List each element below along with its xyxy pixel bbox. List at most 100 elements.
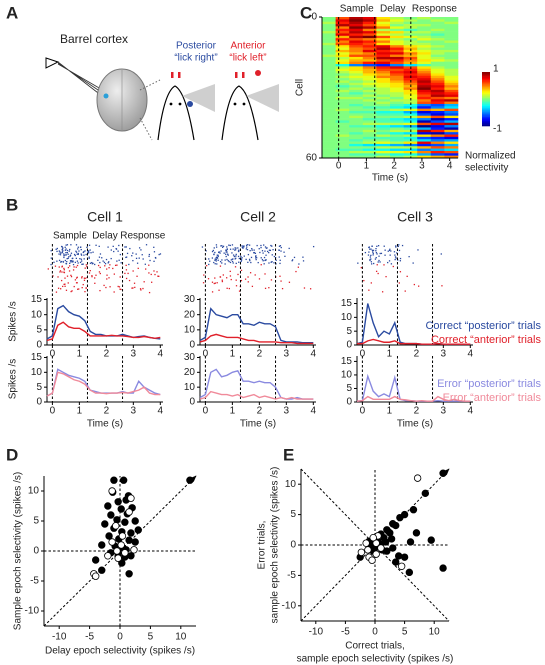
raster-dot bbox=[132, 270, 134, 272]
raster-dot bbox=[107, 246, 109, 248]
raster-dot bbox=[268, 287, 270, 289]
raster-dot bbox=[94, 282, 96, 284]
raster-dot bbox=[73, 285, 75, 288]
scatter-point bbox=[383, 547, 391, 555]
x-tick-label: 4 bbox=[468, 349, 474, 360]
heatmap-cell bbox=[403, 59, 418, 62]
raster-dot bbox=[225, 255, 227, 258]
heatmap-cell bbox=[444, 66, 459, 69]
heatmap-cell bbox=[322, 150, 336, 154]
raster-dot bbox=[219, 276, 221, 278]
raster-dot bbox=[153, 260, 155, 262]
heatmap-cell bbox=[390, 125, 404, 128]
y-tick-label: 10 bbox=[31, 309, 43, 320]
raster-dot bbox=[66, 244, 69, 246]
raster-dot bbox=[56, 247, 58, 250]
raster-dot bbox=[221, 279, 223, 281]
y-tick-label: 5 bbox=[346, 326, 352, 337]
raster-dot bbox=[238, 250, 240, 253]
mouse-eye bbox=[233, 102, 237, 106]
heatmap-cell bbox=[390, 94, 404, 98]
legend-entry: Error “posterior” trials bbox=[437, 378, 541, 390]
raster-dot bbox=[225, 253, 227, 255]
heatmap-cell bbox=[362, 106, 377, 109]
raster-dot bbox=[412, 262, 414, 264]
heatmap-cell bbox=[376, 42, 391, 46]
heatmap-cell bbox=[362, 143, 377, 147]
heatmap-cell bbox=[444, 31, 459, 34]
heatmap-cell bbox=[390, 68, 404, 72]
raster-dot bbox=[291, 260, 293, 262]
heatmap-cell bbox=[335, 26, 350, 30]
raster-dot bbox=[83, 277, 86, 279]
heatmap-cell bbox=[349, 113, 364, 116]
raster-dot bbox=[369, 248, 371, 250]
x-tick-label: 3 bbox=[419, 161, 425, 172]
raster-dot bbox=[145, 268, 147, 270]
raster-dot bbox=[309, 288, 312, 290]
heatmap-cell bbox=[430, 26, 445, 30]
raster-dot bbox=[372, 249, 375, 252]
heatmap-cell bbox=[362, 118, 377, 121]
y-tick-label: 30 bbox=[184, 294, 196, 305]
scatter-point bbox=[108, 538, 116, 546]
scatter-point bbox=[409, 506, 418, 514]
heatmap-cell bbox=[362, 61, 377, 65]
colorbar-step bbox=[482, 94, 490, 97]
diagram-title: Barrel cortex bbox=[60, 32, 128, 46]
heatmap-cell bbox=[390, 64, 404, 67]
heatmap-cell bbox=[322, 61, 336, 65]
raster-dot bbox=[235, 285, 238, 287]
heatmap-cell bbox=[390, 75, 404, 79]
heatmap-cell bbox=[376, 139, 391, 142]
raster-dot bbox=[67, 257, 69, 260]
heatmap-cell bbox=[430, 111, 445, 114]
raster-dot bbox=[230, 278, 232, 281]
heatmap-cell bbox=[444, 127, 459, 131]
raster-dot bbox=[88, 256, 90, 258]
raster-dot bbox=[375, 251, 378, 254]
heatmap-cell bbox=[362, 78, 377, 81]
panel-label: D bbox=[6, 445, 18, 464]
raster-dot bbox=[76, 260, 79, 262]
y-tick-label: 0 bbox=[311, 12, 317, 23]
raster-dot bbox=[57, 287, 60, 289]
heatmap-cell bbox=[444, 87, 459, 91]
heatmap-cell bbox=[430, 68, 445, 72]
raster-dot bbox=[203, 274, 205, 276]
heatmap-cell bbox=[349, 150, 364, 154]
heatmap-cell bbox=[362, 141, 377, 145]
heatmap-cell bbox=[349, 85, 364, 88]
colorbar-step bbox=[482, 80, 490, 82]
heatmap-cell bbox=[335, 28, 350, 32]
heatmap-cell bbox=[335, 115, 350, 119]
raster-dot bbox=[234, 266, 237, 268]
heatmap-cell bbox=[390, 19, 404, 22]
raster-dot bbox=[89, 262, 92, 264]
raster-dot bbox=[135, 257, 138, 260]
raster-dot bbox=[65, 289, 68, 291]
heatmap-cell bbox=[376, 125, 391, 128]
raster-dot bbox=[106, 274, 108, 276]
heatmap-cell bbox=[335, 125, 350, 128]
raster-dot bbox=[241, 257, 243, 259]
raster-dot bbox=[417, 249, 419, 251]
raster-dot bbox=[82, 251, 84, 254]
colorbar-step bbox=[482, 104, 490, 107]
x-tick-label: 2 bbox=[104, 349, 110, 360]
heatmap-cell bbox=[417, 31, 432, 34]
y-tick-label: -10 bbox=[282, 600, 297, 611]
raster-dot bbox=[234, 249, 237, 251]
raster-dot bbox=[66, 260, 68, 263]
raster-dot bbox=[224, 263, 226, 265]
heatmap-cell bbox=[335, 96, 350, 100]
heatmap-cell bbox=[362, 26, 377, 30]
heatmap-cell bbox=[430, 155, 445, 159]
heatmap-cell bbox=[417, 38, 432, 41]
heatmap-cell bbox=[362, 35, 377, 39]
heatmap-cell bbox=[390, 155, 404, 159]
heatmap-cell bbox=[362, 125, 377, 128]
heatmap-cell bbox=[430, 82, 445, 86]
heatmap-cell bbox=[335, 45, 350, 48]
raster-dot bbox=[73, 266, 75, 268]
